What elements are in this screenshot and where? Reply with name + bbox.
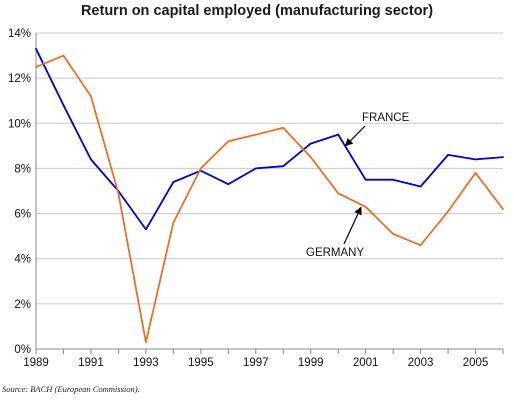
data-point-france [502, 156, 504, 159]
chart-title: Return on capital employed (manufacturin… [80, 3, 434, 19]
x-tick-label: 1991 [78, 357, 104, 369]
data-point-germany [392, 232, 395, 235]
data-point-france [144, 228, 147, 231]
x-tick-label: 1993 [133, 357, 159, 369]
y-tick-label: 14% [8, 28, 31, 40]
data-point-germany [199, 167, 202, 170]
data-point-germany [502, 208, 504, 210]
data-point-france [309, 142, 312, 145]
x-tick-label: 1999 [298, 357, 324, 369]
data-point-france [474, 158, 477, 161]
data-point-france [364, 178, 367, 181]
data-point-germany [309, 156, 312, 159]
data-point-france [62, 104, 65, 107]
x-tick-label: 2005 [463, 357, 489, 369]
data-point-france [419, 185, 422, 188]
data-point-germany [282, 126, 285, 129]
data-point-germany [254, 133, 257, 136]
y-tick-label: 12% [8, 73, 31, 85]
data-point-germany [144, 341, 147, 344]
data-point-france [282, 165, 285, 168]
data-point-france [35, 47, 37, 50]
x-tick-label: 1997 [243, 357, 269, 369]
data-point-france [227, 183, 230, 186]
y-tick-label: 0% [14, 344, 31, 356]
data-point-germany [364, 205, 367, 208]
data-point-france [172, 181, 175, 183]
data-point-france [392, 178, 395, 181]
data-point-germany [447, 210, 449, 213]
series-line-france [35, 48, 504, 231]
annotation-france: FRANCE [362, 112, 410, 124]
source-note: Source: BACH (European Commission). [2, 384, 140, 394]
data-point-germany [474, 172, 477, 174]
y-tick-label: 8% [14, 163, 31, 175]
data-point-germany [337, 192, 340, 195]
y-tick-label: 2% [14, 299, 31, 311]
data-point-germany [227, 140, 230, 143]
data-point-france [447, 153, 449, 156]
data-point-germany [35, 65, 37, 68]
data-point-france [90, 158, 92, 161]
y-tick-label: 4% [14, 254, 31, 266]
data-point-germany [62, 54, 65, 57]
y-tick-label: 10% [8, 118, 31, 130]
x-tick-label: 1995 [188, 357, 214, 369]
data-point-germany [419, 244, 422, 247]
data-point-germany [90, 95, 92, 98]
x-tick-label: 2003 [408, 357, 434, 369]
x-tick-label: 2001 [353, 357, 379, 369]
x-tick-label: 1989 [23, 357, 49, 369]
annotation-germany: GERMANY [306, 247, 364, 259]
y-tick-label: 6% [14, 209, 31, 221]
annotation-arrow-france [344, 125, 366, 147]
data-point-germany [172, 221, 175, 224]
annotation-arrow-germany [343, 206, 362, 245]
series-line-germany [35, 54, 504, 344]
data-point-france [337, 133, 340, 136]
data-point-france [254, 167, 257, 170]
data-point-germany [117, 192, 120, 195]
